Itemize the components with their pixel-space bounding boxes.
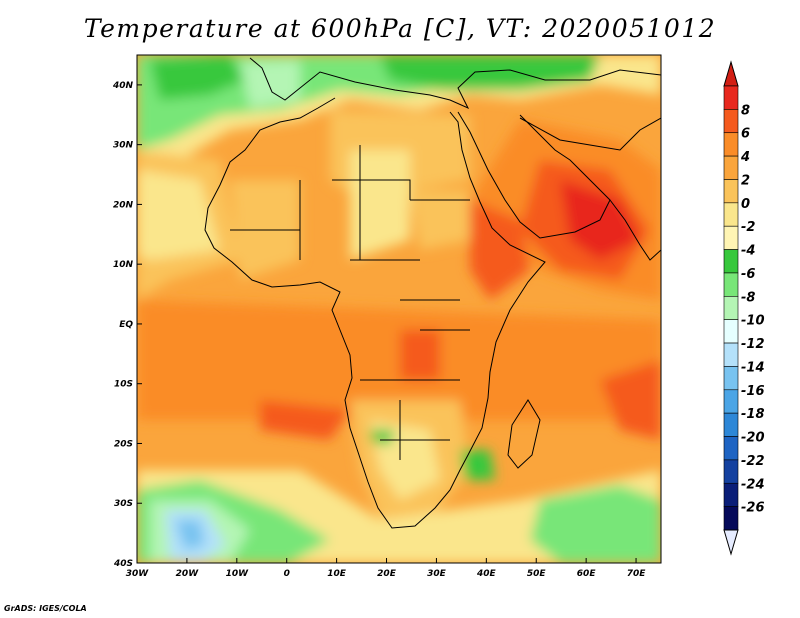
lat-tick-label: 40N	[112, 81, 134, 91]
colorbar-label: -14	[741, 360, 765, 375]
lat-tick-label: 40S	[113, 559, 133, 569]
lon-tick-label: 20E	[377, 569, 397, 579]
colorbar-swatch	[723, 506, 739, 531]
lon-tick-label: 20W	[176, 569, 200, 579]
colorbar-label: 4	[740, 150, 750, 165]
colorbar-over-arrow	[723, 60, 739, 87]
colorbar-label: -8	[741, 290, 755, 305]
lon-tick-label: 70E	[627, 569, 647, 579]
colorbar-label: -12	[741, 337, 765, 352]
colorbar-label: -18	[741, 407, 765, 422]
colorbar-label: 8	[741, 103, 750, 118]
lat-tick-label: 30S	[114, 499, 133, 509]
colorbar-swatch	[723, 389, 739, 414]
colorbar-label: 6	[741, 127, 750, 142]
lon-tick-label: 0	[284, 569, 290, 579]
colorbar-label: -26	[741, 501, 765, 516]
colorbar-label: -6	[741, 267, 755, 282]
colorbar-swatch	[723, 482, 739, 507]
lon-tick-label: 30E	[427, 569, 447, 579]
colorbar-swatch	[723, 412, 739, 437]
plot-frame	[136, 54, 662, 564]
colorbar-swatch	[723, 436, 739, 461]
credit-label: GrADS: IGES/COLA	[4, 604, 87, 613]
colorbar-swatch	[723, 459, 739, 484]
colorbar-under-arrow	[723, 529, 739, 556]
colorbar-label: -10	[741, 314, 765, 329]
lat-tick-label: 10S	[114, 380, 133, 390]
colorbar: 8 6 4 2 0 -2 -4 -6 -8 -10 -12 -14 -16 -18 -20 -22 -24 -26	[723, 60, 765, 556]
lat-tick-label: EQ	[119, 320, 133, 330]
colorbar-swatch	[723, 85, 739, 110]
colorbar-label: -16	[741, 384, 765, 399]
colorbar-label: 0	[741, 197, 750, 212]
colorbar-swatch	[723, 202, 739, 227]
colorbar-label: -20	[741, 431, 765, 446]
lon-tick-label: 60E	[577, 569, 597, 579]
colorbar-swatch	[723, 155, 739, 180]
colorbar-swatch	[723, 179, 739, 204]
colorbar-swatch	[723, 319, 739, 344]
colorbar-label: -2	[741, 220, 755, 235]
lon-tick-label: 10W	[226, 569, 250, 579]
lat-tick-label: 20N	[113, 200, 134, 210]
colorbar-label: -22	[741, 454, 765, 469]
lat-tick-label: 20S	[114, 439, 133, 449]
lon-tick-label: 30W	[126, 569, 150, 579]
map-title: Temperature at 600hPa [C], VT: 202005101…	[83, 14, 717, 43]
colorbar-swatch	[723, 249, 739, 274]
colorbar-swatch	[723, 296, 739, 320]
colorbar-swatch	[723, 342, 739, 367]
axis-ticks: 30W 20W 10W 0 10E 20E 30E 40E 50E 60E 70E 40N 30N 20N…	[112, 81, 646, 579]
lon-tick-label: 10E	[327, 569, 347, 579]
lon-tick-label: 50E	[527, 569, 547, 579]
lat-tick-label: 30N	[113, 141, 134, 151]
colorbar-swatch	[723, 225, 739, 250]
colorbar-swatch	[723, 109, 739, 134]
temperature-field	[137, 55, 661, 563]
colorbar-swatch	[723, 272, 739, 297]
colorbar-label: -24	[741, 477, 765, 492]
lat-tick-label: 10N	[113, 260, 134, 270]
coastlines	[204, 57, 661, 529]
colorbar-swatch	[723, 132, 739, 157]
colorbar-label: -4	[741, 244, 755, 259]
lon-tick-label: 40E	[476, 569, 497, 579]
colorbar-swatch	[723, 366, 739, 391]
colorbar-label: 2	[741, 173, 750, 188]
